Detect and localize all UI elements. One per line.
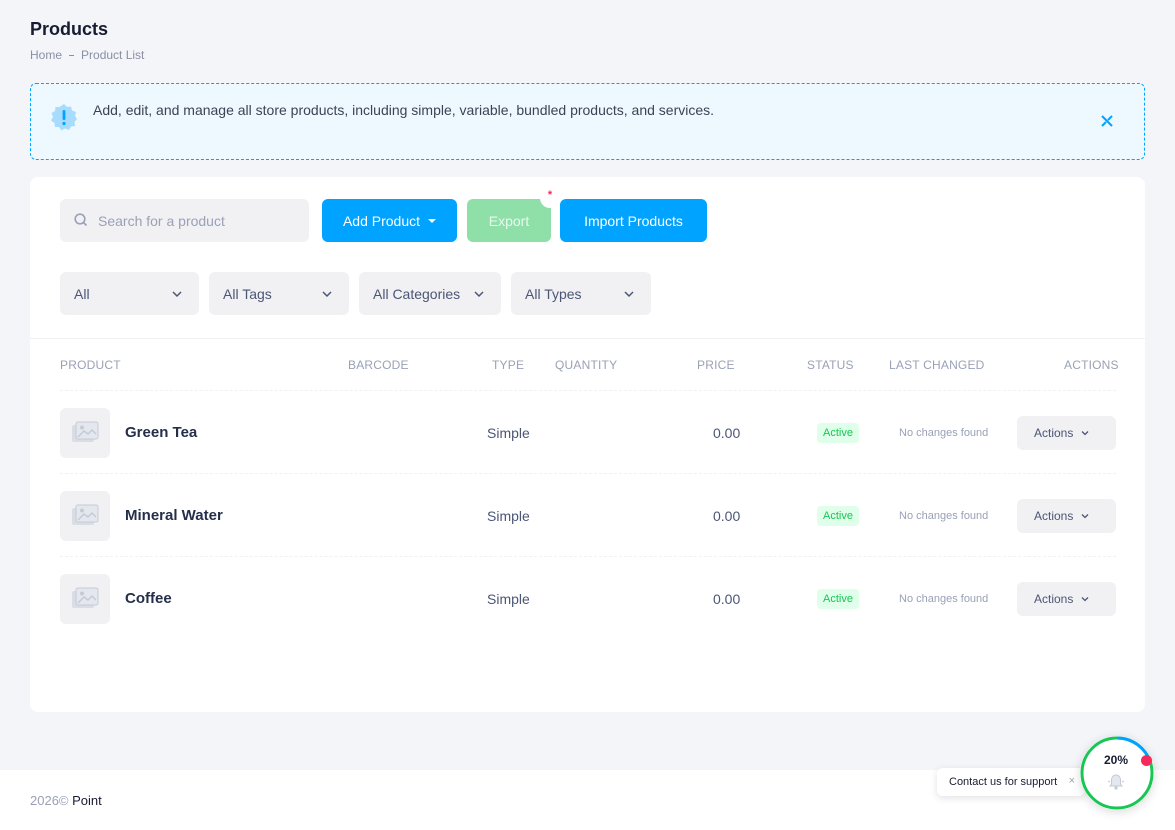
status-badge: Active <box>817 423 859 443</box>
actions-dropdown[interactable]: Actions <box>1017 582 1116 616</box>
product-thumbnail[interactable] <box>60 408 110 458</box>
table-row: Coffee Simple 0.00 Active No changes fou… <box>60 557 1116 640</box>
breadcrumb-separator <box>69 54 75 56</box>
bell-icon <box>1107 774 1125 790</box>
status-filter-value: All <box>74 285 90 302</box>
close-icon[interactable]: × <box>1068 775 1075 787</box>
types-filter[interactable]: All Types <box>511 272 651 315</box>
actions-label: Actions <box>1034 426 1074 440</box>
caret-down-icon <box>428 218 437 223</box>
column-header-barcode: BARCODE <box>348 358 409 372</box>
breadcrumb: Home Product List <box>30 48 144 62</box>
status-badge: Active <box>817 589 859 609</box>
page-title: Products <box>30 19 109 39</box>
product-name[interactable]: Coffee <box>125 590 172 607</box>
column-header-price: PRICE <box>697 358 735 372</box>
add-product-button[interactable]: Add Product <box>322 199 457 242</box>
categories-filter-value: All Categories <box>373 285 461 302</box>
table-row: Mineral Water Simple 0.00 Active No chan… <box>60 474 1116 557</box>
progress-ring-fill <box>1080 736 1154 810</box>
categories-filter[interactable]: All Categories <box>359 272 501 315</box>
chevron-down-icon <box>1081 597 1089 602</box>
import-products-button[interactable]: Import Products <box>560 199 707 242</box>
actions-dropdown[interactable]: Actions <box>1017 416 1116 450</box>
products-card: Add Product Export * Import Products All… <box>30 177 1145 712</box>
support-tooltip[interactable]: Contact us for support × <box>937 768 1085 796</box>
search-icon <box>74 213 88 227</box>
exclamation-badge-icon <box>51 104 77 131</box>
chevron-down-icon <box>474 291 484 298</box>
product-price: 0.00 <box>713 591 741 607</box>
search-input[interactable] <box>98 199 298 242</box>
breadcrumb-home[interactable]: Home <box>30 48 63 62</box>
types-filter-value: All Types <box>525 285 582 302</box>
image-placeholder-icon <box>72 504 99 525</box>
actions-label: Actions <box>1034 509 1074 523</box>
info-notice: Add, edit, and manage all store products… <box>30 83 1145 160</box>
product-name[interactable]: Mineral Water <box>125 507 223 524</box>
last-changed: No changes found <box>899 510 989 522</box>
actions-label: Actions <box>1034 592 1074 606</box>
header-divider <box>60 390 1116 391</box>
breadcrumb-current: Product List <box>81 48 145 62</box>
chevron-down-icon <box>172 291 182 298</box>
tags-filter-value: All Tags <box>223 285 272 302</box>
product-price: 0.00 <box>713 425 741 441</box>
column-header-actions: ACTIONS <box>1064 358 1119 372</box>
column-header-product: PRODUCT <box>60 358 121 372</box>
export-badge: * <box>540 188 560 208</box>
product-type: Simple <box>487 591 530 607</box>
last-changed: No changes found <box>899 427 989 439</box>
card-divider <box>30 338 1145 339</box>
column-header-last-changed: LAST CHANGED <box>889 358 985 372</box>
status-filter[interactable]: All <box>60 272 199 315</box>
progress-ring <box>1080 736 1154 810</box>
support-tooltip-text: Contact us for support <box>949 776 1058 788</box>
add-product-label: Add Product <box>342 212 421 229</box>
product-thumbnail[interactable] <box>60 574 110 624</box>
chevron-down-icon <box>624 291 634 298</box>
column-header-status: STATUS <box>807 358 854 372</box>
chevron-down-icon <box>1081 514 1089 519</box>
status-badge: Active <box>817 506 859 526</box>
footer-copyright: 2026© Point <box>30 793 102 808</box>
support-widget[interactable]: 20% <box>1080 736 1154 810</box>
product-type: Simple <box>487 508 530 524</box>
column-header-quantity: QUANTITY <box>555 358 618 372</box>
product-type: Simple <box>487 425 530 441</box>
export-button[interactable]: Export <box>467 199 551 242</box>
page-header: Products Home Product List <box>30 19 144 62</box>
footer-brand-link[interactable]: Point <box>72 793 102 808</box>
progress-percentage: 20% <box>1103 753 1129 767</box>
footer-year: 2026© <box>30 793 69 808</box>
close-icon[interactable] <box>1100 114 1114 128</box>
product-name[interactable]: Green Tea <box>125 424 198 441</box>
image-placeholder-icon <box>72 587 99 608</box>
column-header-type: TYPE <box>492 358 525 372</box>
last-changed: No changes found <box>899 593 989 605</box>
search-box[interactable] <box>60 199 309 242</box>
chevron-down-icon <box>322 291 332 298</box>
actions-dropdown[interactable]: Actions <box>1017 499 1116 533</box>
chevron-down-icon <box>1081 431 1089 436</box>
product-price: 0.00 <box>713 508 741 524</box>
tags-filter[interactable]: All Tags <box>209 272 349 315</box>
product-thumbnail[interactable] <box>60 491 110 541</box>
image-placeholder-icon <box>72 421 99 442</box>
notification-dot <box>1141 755 1152 766</box>
table-row: Green Tea Simple 0.00 Active No changes … <box>60 391 1116 474</box>
notice-text: Add, edit, and manage all store products… <box>93 102 715 118</box>
